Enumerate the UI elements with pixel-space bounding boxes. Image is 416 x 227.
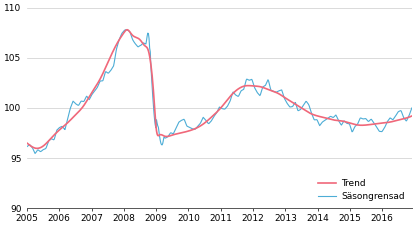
Trend bbox=[351, 123, 356, 125]
Säsongrensad bbox=[141, 42, 146, 44]
Trend bbox=[29, 145, 34, 148]
Säsongrensad bbox=[409, 107, 414, 109]
Trend bbox=[125, 28, 130, 31]
Trend bbox=[35, 147, 40, 150]
Trend bbox=[25, 142, 30, 144]
Säsongrensad bbox=[120, 31, 125, 34]
Line: Säsongrensad: Säsongrensad bbox=[27, 30, 412, 153]
Säsongrensad bbox=[32, 152, 37, 155]
Säsongrensad bbox=[29, 145, 34, 148]
Säsongrensad bbox=[25, 145, 30, 148]
Säsongrensad bbox=[351, 129, 356, 131]
Trend bbox=[371, 123, 376, 126]
Säsongrensad bbox=[124, 28, 129, 31]
Trend bbox=[328, 118, 333, 121]
Legend: Trend, Säsongrensad: Trend, Säsongrensad bbox=[316, 177, 407, 204]
Line: Trend: Trend bbox=[27, 30, 412, 148]
Trend bbox=[120, 33, 125, 35]
Säsongrensad bbox=[328, 115, 333, 118]
Trend bbox=[409, 115, 414, 117]
Säsongrensad bbox=[371, 121, 376, 123]
Trend bbox=[141, 44, 146, 46]
